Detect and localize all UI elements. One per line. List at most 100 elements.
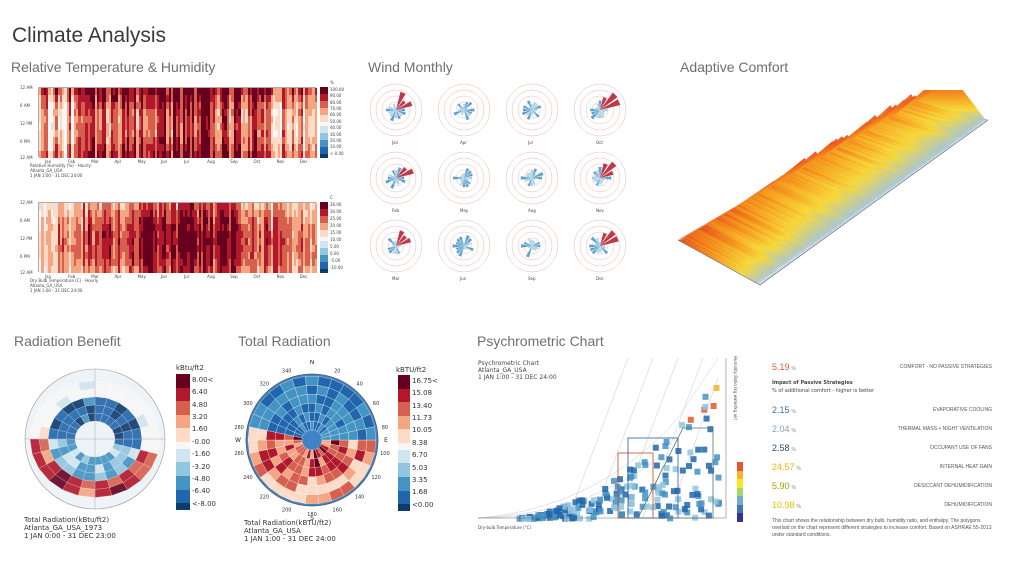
heatmap-cell bbox=[147, 210, 151, 218]
legend-swatch bbox=[737, 496, 743, 506]
month-tick-label: Sep bbox=[230, 274, 238, 279]
heatmap-cell bbox=[242, 238, 246, 246]
heatmap-cell bbox=[289, 231, 292, 239]
heatmap-cell bbox=[189, 238, 193, 246]
wind-petal bbox=[459, 175, 464, 178]
heatmap-cell bbox=[106, 238, 109, 246]
heatmap-cell bbox=[166, 116, 170, 124]
heatmap-cell bbox=[64, 210, 68, 218]
heatmap-cell bbox=[145, 102, 149, 110]
heatmap-cell bbox=[76, 259, 79, 267]
heatmap-cell bbox=[279, 151, 283, 159]
heatmap-cell bbox=[307, 109, 311, 117]
heatmap-cell bbox=[314, 245, 318, 253]
heatmap-cell bbox=[217, 210, 221, 218]
heatmap-cell bbox=[270, 203, 274, 211]
heatmap-cell bbox=[171, 144, 174, 152]
heatmap-cell bbox=[152, 252, 156, 260]
heatmap-cell bbox=[59, 252, 63, 260]
psychrometric-cell bbox=[560, 503, 567, 510]
heatmap-cell bbox=[94, 130, 98, 138]
heatmap-cell bbox=[182, 151, 186, 159]
heatmap-cell bbox=[140, 210, 144, 218]
wind-petal bbox=[600, 92, 618, 110]
heatmap-cell bbox=[226, 151, 230, 159]
heatmap-cell bbox=[242, 137, 246, 145]
heatmap-cell bbox=[147, 88, 151, 96]
heatmap-cell bbox=[256, 88, 260, 96]
heatmap-cell bbox=[99, 123, 102, 131]
heatmap-cell bbox=[249, 109, 253, 117]
wind-petal bbox=[458, 236, 464, 246]
heatmap-cell bbox=[282, 224, 285, 232]
comfort-label: COMFORT - NO PASSIVE STRATEGIES bbox=[899, 364, 992, 370]
heatmap-cell bbox=[103, 224, 107, 232]
heatmap-cell bbox=[201, 137, 204, 145]
heatmap-cell bbox=[73, 210, 77, 218]
heatmap-cell bbox=[57, 203, 61, 211]
heatmap-cell bbox=[120, 123, 123, 131]
heatmap-cell bbox=[71, 102, 75, 110]
heatmap-cell bbox=[52, 130, 56, 138]
heatmap-cell bbox=[298, 259, 302, 267]
heatmap-cell bbox=[282, 151, 285, 159]
psychrometric-cell bbox=[639, 503, 646, 510]
heatmap-cell bbox=[87, 203, 91, 211]
heatmap-cell bbox=[219, 109, 223, 117]
azimuth-label: 340 bbox=[282, 369, 292, 375]
heatmap-cell bbox=[39, 137, 42, 145]
psychrometric-cell bbox=[663, 465, 670, 472]
wind-rose-month-label: Jan bbox=[392, 140, 399, 145]
heatmap-cell bbox=[73, 102, 77, 110]
heatmap-cell bbox=[120, 144, 123, 152]
heatmap-cell bbox=[261, 151, 265, 159]
heatmap-cell bbox=[122, 238, 126, 246]
month-tick-label: Jun bbox=[160, 274, 168, 279]
heatmap-cell bbox=[80, 144, 84, 152]
heatmap-cell bbox=[196, 224, 200, 232]
heatmap-cell bbox=[240, 137, 244, 145]
heatmap-cell bbox=[268, 102, 272, 110]
heatmap-cell bbox=[57, 252, 61, 260]
heatmap-cell bbox=[247, 238, 251, 246]
heatmap-cell bbox=[73, 123, 77, 131]
heatmap-cell bbox=[228, 266, 232, 274]
heatmap-cell bbox=[312, 116, 316, 124]
heatmap-cell bbox=[45, 210, 49, 218]
heatmap-cell bbox=[101, 217, 105, 225]
heatmap-cell bbox=[210, 109, 214, 117]
heatmap-cell bbox=[178, 203, 181, 211]
heatmap-cell bbox=[279, 259, 283, 267]
heatmap-cell bbox=[117, 144, 121, 152]
heatmap-cell bbox=[196, 144, 200, 152]
heatmap-cell bbox=[122, 203, 126, 211]
heatmap-cell bbox=[108, 123, 112, 131]
heatmap-cell bbox=[210, 151, 214, 159]
heatmap-cell bbox=[87, 245, 91, 253]
psychrometric-cell bbox=[579, 501, 586, 508]
heatmap-cell bbox=[71, 252, 75, 260]
heatmap-cell bbox=[92, 137, 95, 145]
heatmap-cell bbox=[136, 102, 140, 110]
heatmap-cell bbox=[50, 151, 54, 159]
total-radiation-cell bbox=[305, 376, 319, 386]
psychrometric-cell bbox=[687, 416, 694, 423]
heatmap-cell bbox=[120, 130, 123, 138]
heatmap-cell bbox=[129, 144, 133, 152]
heatmap-cell bbox=[150, 123, 153, 131]
heatmap-cell bbox=[71, 123, 75, 131]
wind-petal bbox=[599, 246, 601, 253]
heatmap-cell bbox=[312, 95, 316, 103]
heatmap-cell bbox=[210, 266, 214, 274]
heatmap-cell bbox=[247, 144, 251, 152]
heatmap-cell bbox=[78, 210, 82, 218]
legend-swatch bbox=[398, 490, 410, 498]
heatmap-cell bbox=[96, 231, 100, 239]
heatmap-cell bbox=[245, 102, 248, 110]
heatmap-cell bbox=[83, 252, 86, 260]
heatmap-cell bbox=[270, 266, 274, 274]
wind-petal bbox=[464, 110, 471, 117]
heatmap-cell bbox=[254, 88, 258, 96]
heatmap-cell bbox=[282, 245, 285, 253]
heatmap-cell bbox=[110, 123, 114, 131]
